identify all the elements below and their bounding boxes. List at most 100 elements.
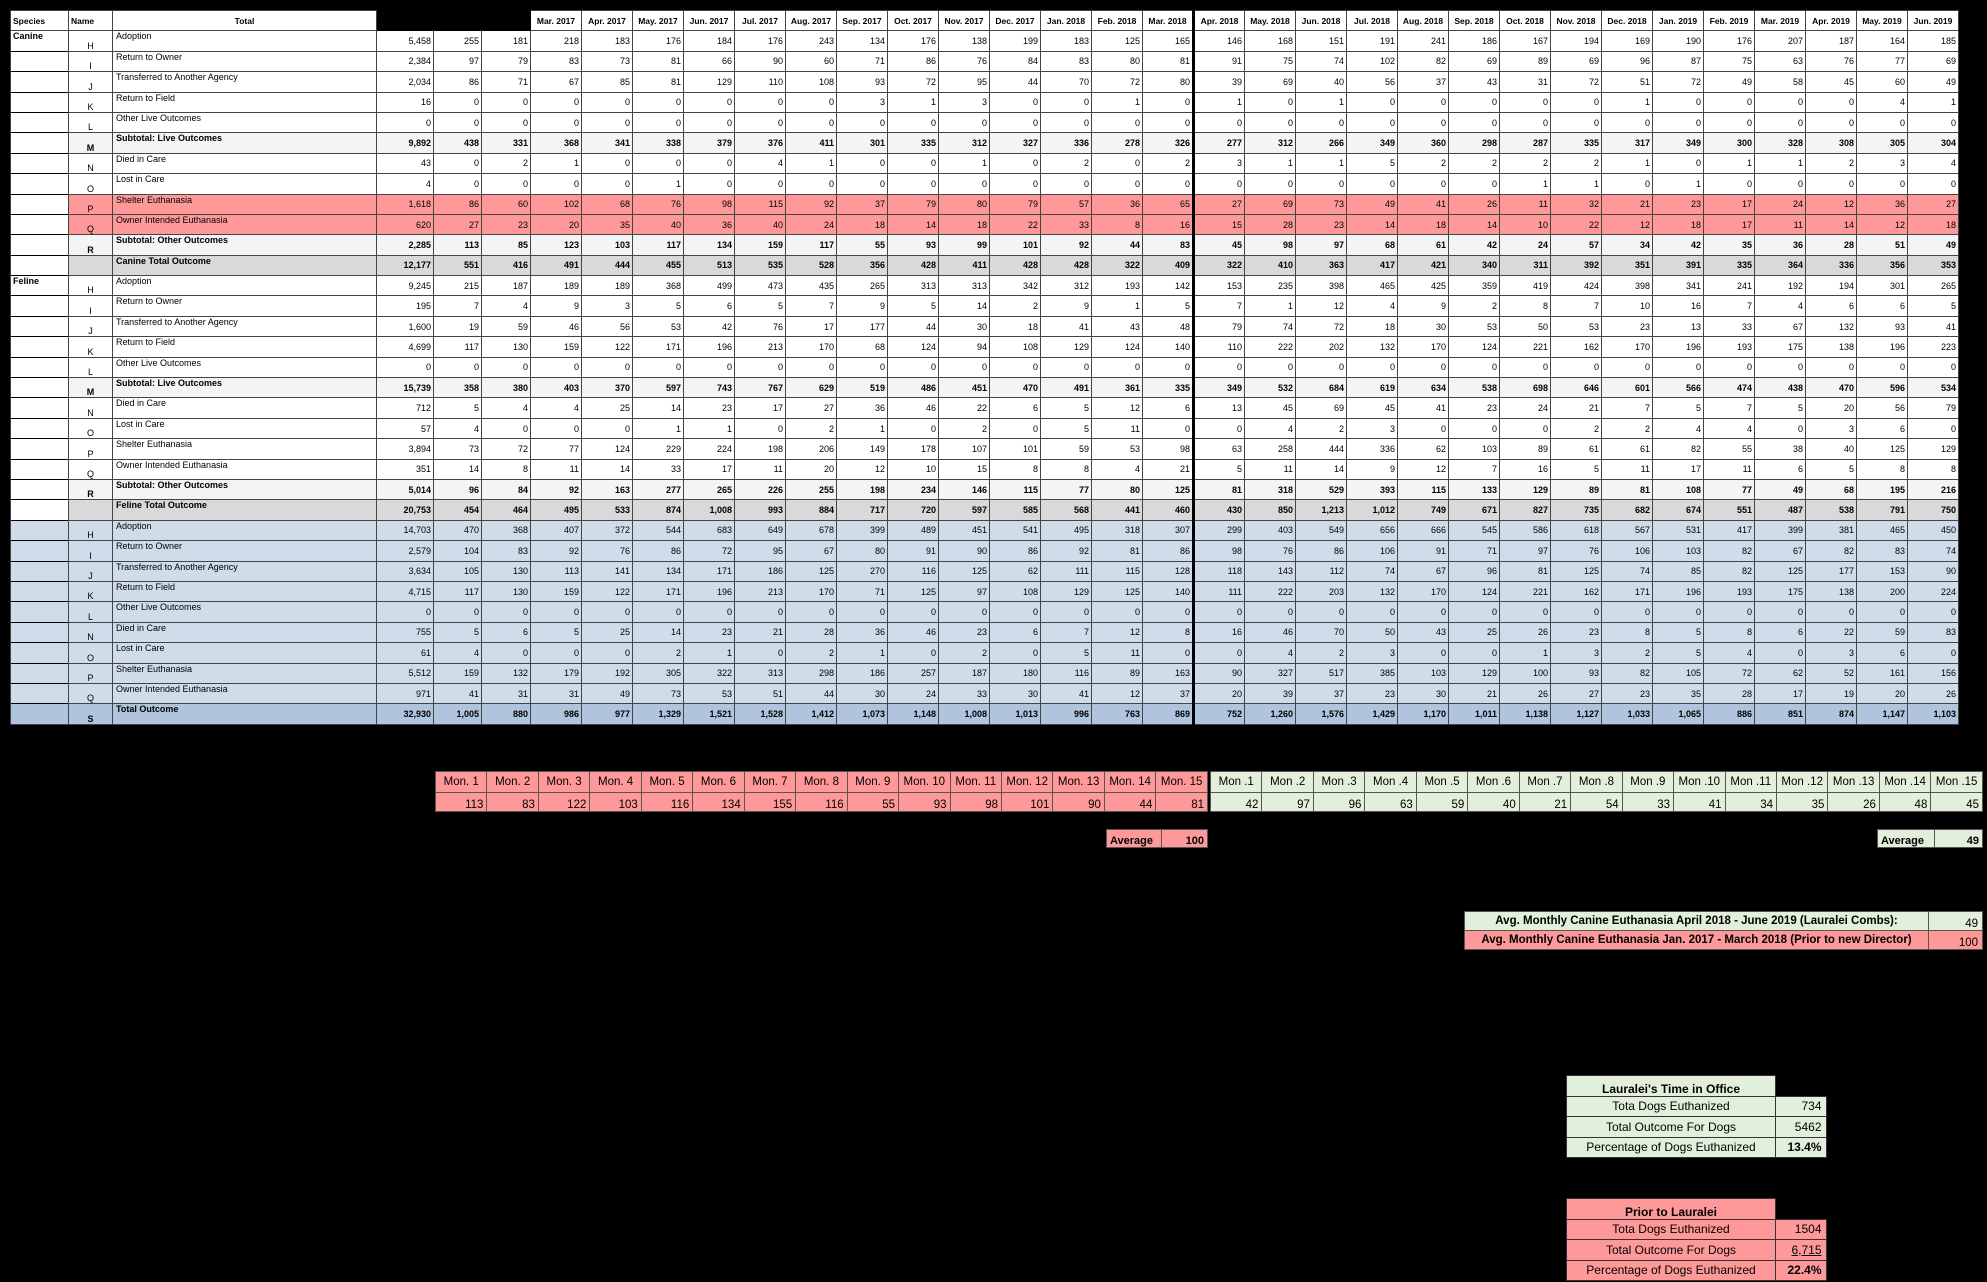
month-cell: 61 bbox=[1601, 438, 1653, 460]
month-cell: 81 bbox=[1142, 50, 1194, 73]
month-cell: 5 bbox=[1550, 458, 1602, 480]
month-euthanasia-value: 155 bbox=[743, 792, 797, 812]
month-cell: 0 bbox=[1754, 601, 1806, 623]
month-cell: 43 bbox=[1091, 315, 1143, 338]
row-label: Return to Field bbox=[112, 91, 377, 113]
month-cell: 385 bbox=[1346, 662, 1398, 684]
row-label: Other Live Outcomes bbox=[112, 111, 377, 134]
month-cell: 53 bbox=[1550, 315, 1602, 338]
month-cell: 60 bbox=[1856, 71, 1908, 93]
month-cell: 444 bbox=[1295, 438, 1347, 460]
month-cell: 85 bbox=[481, 234, 531, 256]
month-cell: 0 bbox=[734, 642, 786, 664]
month-cell: 750 bbox=[1907, 499, 1959, 521]
month-cell: 444 bbox=[581, 254, 633, 277]
month-cell: 0 bbox=[481, 601, 531, 623]
row-label: Subtotal: Other Outcomes bbox=[112, 478, 377, 501]
month-header: Oct. 2018 bbox=[1499, 9, 1551, 32]
month-cell: 6 bbox=[683, 295, 735, 317]
row-code: N bbox=[68, 397, 113, 419]
month-cell: 115 bbox=[1091, 560, 1143, 582]
month-cell: 6 bbox=[1856, 295, 1908, 317]
month-euthanasia-value: 63 bbox=[1364, 792, 1417, 812]
row-code: H bbox=[68, 519, 113, 542]
month-cell: 0 bbox=[683, 173, 735, 195]
month-cell: 312 bbox=[1040, 275, 1092, 297]
month-cell: 326 bbox=[1142, 132, 1194, 154]
month-cell: 96 bbox=[1601, 50, 1653, 73]
month-cell: 3 bbox=[938, 91, 990, 113]
month-cell: 368 bbox=[632, 275, 684, 297]
month-cell: 86 bbox=[887, 50, 939, 73]
month-index-label: Mon .2 bbox=[1261, 771, 1314, 793]
month-cell: 89 bbox=[1091, 662, 1143, 684]
species-cell bbox=[10, 357, 69, 378]
month-header: Oct. 2017 bbox=[887, 9, 939, 32]
month-cell: 328 bbox=[1754, 132, 1806, 154]
month-cell: 717 bbox=[836, 499, 888, 521]
month-cell: 170 bbox=[1601, 336, 1653, 358]
month-cell: 0 bbox=[1244, 356, 1296, 379]
month-cell: 336 bbox=[1805, 254, 1857, 277]
month-cell: 99 bbox=[938, 234, 990, 256]
row-label: Other Live Outcomes bbox=[112, 601, 377, 623]
month-cell: 12 bbox=[1856, 213, 1908, 236]
month-cell: 101 bbox=[989, 438, 1041, 460]
month-cell: 331 bbox=[481, 132, 531, 154]
month-cell: 159 bbox=[433, 662, 482, 684]
species-cell bbox=[10, 479, 69, 500]
month-cell: 124 bbox=[1448, 580, 1500, 603]
month-cell: 287 bbox=[1499, 132, 1551, 154]
month-cell: 69 bbox=[1907, 50, 1959, 73]
month-header: Mar. 2019 bbox=[1754, 9, 1806, 32]
total-cell: 14,703 bbox=[376, 519, 434, 542]
month-cell: 6 bbox=[481, 621, 531, 644]
month-cell: 827 bbox=[1499, 499, 1551, 521]
species-cell bbox=[10, 112, 69, 133]
month-cell: 62 bbox=[1754, 662, 1806, 684]
month-cell: 0 bbox=[989, 111, 1041, 134]
month-cell: 0 bbox=[1499, 91, 1551, 113]
row-code: M bbox=[68, 377, 113, 399]
month-cell: 153 bbox=[1856, 560, 1908, 582]
month-cell: 277 bbox=[1192, 132, 1245, 154]
month-cell: 993 bbox=[734, 499, 786, 521]
month-index-label: Mon .14 bbox=[1878, 771, 1932, 793]
month-cell: 0 bbox=[1652, 91, 1704, 113]
month-cell: 0 bbox=[1142, 642, 1194, 664]
month-cell: 138 bbox=[1805, 580, 1857, 603]
month-cell: 977 bbox=[581, 703, 633, 725]
month-cell: 187 bbox=[938, 662, 990, 684]
month-cell: 398 bbox=[1601, 275, 1653, 297]
month-cell: 1,429 bbox=[1346, 703, 1398, 725]
month-cell: 5 bbox=[530, 621, 582, 644]
month-cell: 1,033 bbox=[1601, 703, 1653, 725]
month-cell: 1,103 bbox=[1907, 703, 1959, 725]
month-cell: 1 bbox=[1192, 91, 1245, 113]
month-cell: 0 bbox=[836, 356, 888, 379]
month-cell: 216 bbox=[1907, 478, 1959, 501]
month-cell: 0 bbox=[1805, 91, 1857, 113]
month-cell: 491 bbox=[530, 254, 582, 277]
month-index-label: Mon. 9 bbox=[846, 771, 900, 793]
month-cell: 196 bbox=[683, 580, 735, 603]
month-cell: 130 bbox=[481, 336, 531, 358]
combined-row: N Died in Care 755 5 6 5 25 14 23 21 28 36 46 23 6 7 12 8… bbox=[10, 621, 1959, 644]
month-cell: 23 bbox=[1346, 682, 1398, 705]
month-cell: 327 bbox=[1244, 662, 1296, 684]
row-label: Lost in Care bbox=[112, 417, 377, 440]
canine-row: Canine Total Outcome 12,177 551 416 491 444 45… bbox=[10, 254, 1959, 277]
month-euthanasia-value: 59 bbox=[1415, 792, 1469, 812]
month-header: Mar. 2018 bbox=[1142, 9, 1194, 32]
month-cell: 28 bbox=[1805, 234, 1857, 256]
canine-row: I Return to Owner 2,384 97 79 83 73 81 66 90 60 71 8… bbox=[10, 50, 1959, 73]
month-euthanasia-value: 81 bbox=[1155, 792, 1208, 812]
month-cell: 1 bbox=[1703, 152, 1755, 175]
month-cell: 82 bbox=[1805, 540, 1857, 562]
month-cell: 0 bbox=[581, 356, 633, 379]
month-cell: 27 bbox=[433, 213, 482, 236]
month-cell: 140 bbox=[1142, 336, 1194, 358]
month-cell: 241 bbox=[1397, 30, 1449, 52]
month-cell: 0 bbox=[481, 356, 531, 379]
month-cell: 0 bbox=[1192, 356, 1245, 379]
